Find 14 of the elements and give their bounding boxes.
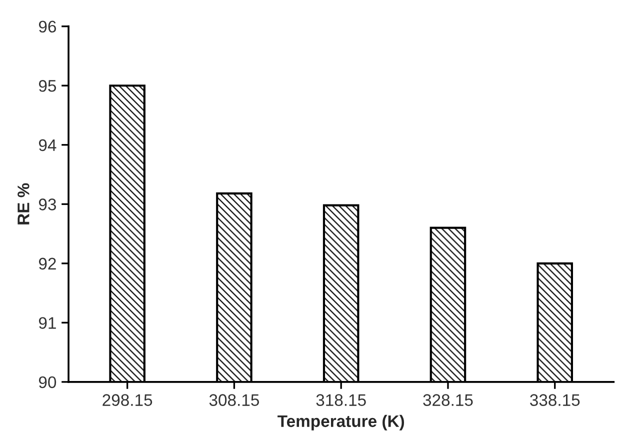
y-tick-label: 92	[38, 258, 56, 270]
x-tick-label: 338.15	[530, 394, 580, 406]
x-tick-label: 308.15	[209, 394, 259, 406]
x-tick-label: 318.15	[316, 394, 366, 406]
y-tick-label: 96	[38, 20, 56, 33]
y-tick-label: 94	[38, 139, 56, 152]
x-tick-label: 298.15	[102, 394, 152, 406]
y-tick-label: 95	[38, 80, 56, 92]
y-tick-label: 93	[38, 198, 56, 210]
x-axis-title: Temperature (K)	[278, 414, 404, 430]
y-tick-label: 91	[38, 317, 56, 329]
y-tick-label: 90	[38, 376, 56, 388]
y-axis-title: RE %	[18, 183, 30, 224]
x-tick-label: 328.15	[423, 394, 473, 406]
